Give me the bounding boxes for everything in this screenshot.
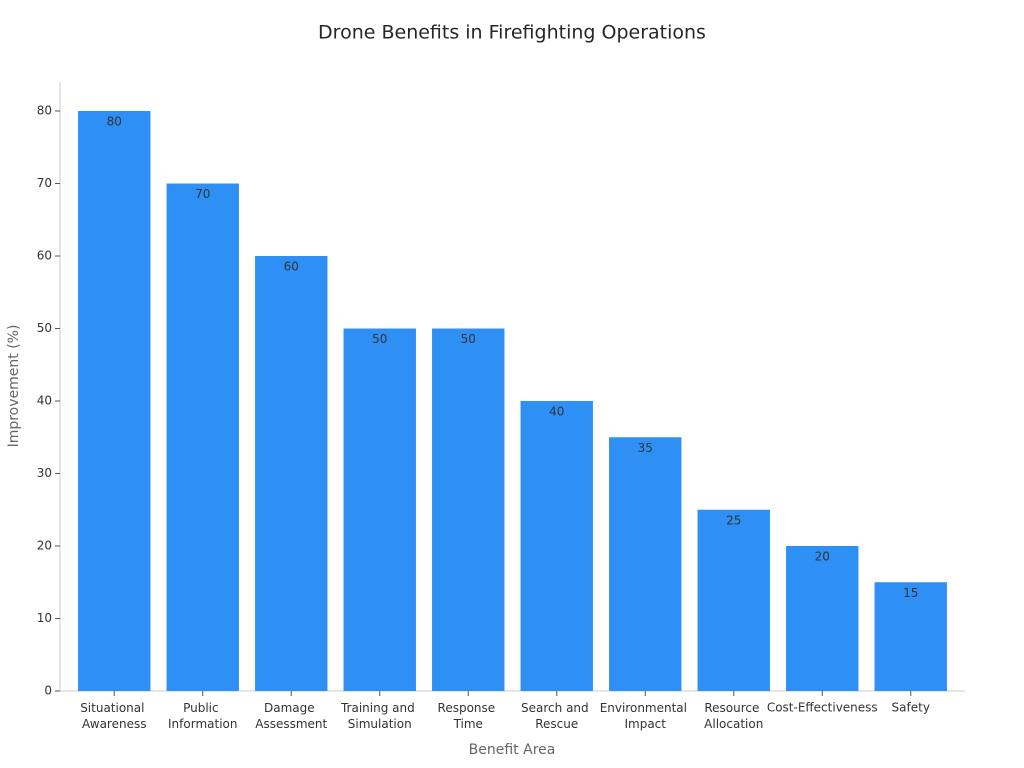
y-tick-label: 50 [37,321,52,335]
bar [697,509,770,691]
value-label: 15 [903,586,918,600]
value-label: 70 [195,187,210,201]
y-axis-label: Improvement (%) [6,325,22,448]
y-tick-label: 70 [37,176,52,190]
value-label: 50 [372,332,387,346]
x-tick-label: Public Information [168,701,237,731]
bar [874,582,947,691]
x-tick-label: Search and Rescue [521,701,592,731]
x-tick-label: Cost-Effectiveness [767,701,878,715]
bar [343,328,416,691]
x-tick-label: Situational Awareness [80,701,148,731]
y-tick-label: 80 [37,104,52,118]
value-label: 20 [815,550,830,564]
y-tick-label: 40 [37,394,52,408]
value-label: 25 [726,513,741,527]
y-tick-label: 30 [37,466,52,480]
bar [166,183,239,691]
bar [786,546,859,691]
value-label: 35 [638,441,653,455]
x-axis-label: Benefit Area [469,742,556,758]
bar [520,401,593,691]
bar [609,437,682,691]
x-tick-label: Safety [892,701,930,715]
y-tick-label: 20 [37,539,52,553]
bar [255,256,328,691]
value-label: 80 [107,115,122,129]
y-tick-label: 10 [37,611,52,625]
x-tick-label: Response Time [438,701,499,731]
value-label: 60 [284,260,299,274]
x-tick-label: Training and Simulation [340,701,419,731]
bar [432,328,505,691]
x-tick-label: Environmental Impact [600,701,691,731]
chart-title: Drone Benefits in Firefighting Operation… [318,22,706,44]
bar [78,111,151,691]
y-tick-label: 0 [44,684,52,698]
x-tick-label: Resource Allocation [704,701,763,731]
value-label: 50 [461,332,476,346]
y-tick-label: 60 [37,249,52,263]
value-label: 40 [549,405,564,419]
x-tick-label: Damage Assessment [255,701,327,731]
